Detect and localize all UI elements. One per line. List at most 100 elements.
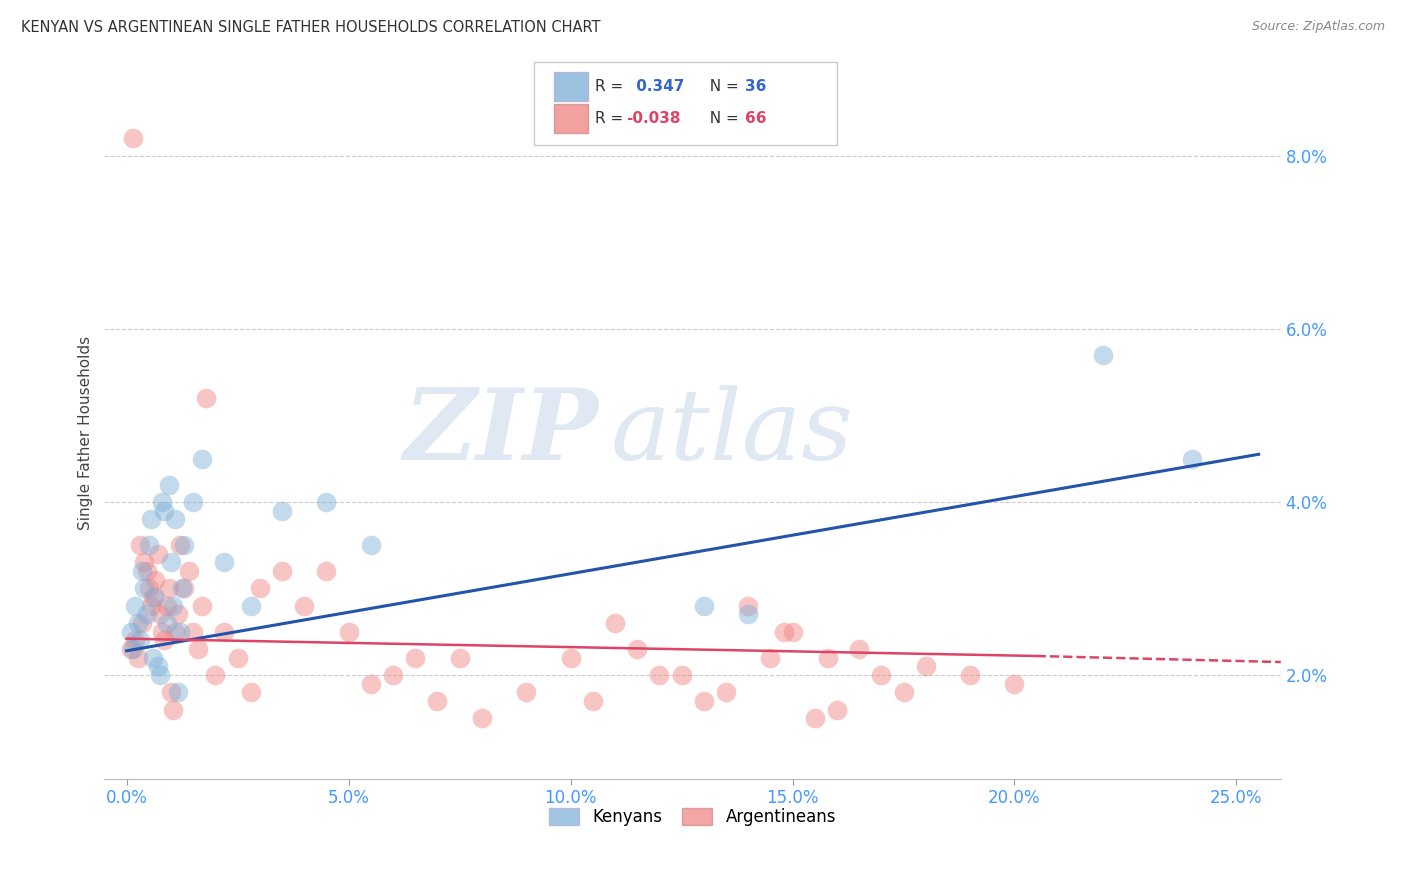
Point: [169, 624, 191, 639]
Point: [131, 564, 153, 578]
Point: [292, 599, 315, 613]
Point: [134, 556, 156, 570]
Point: [626, 642, 648, 657]
Point: [360, 676, 382, 690]
Point: [693, 694, 716, 708]
Point: [825, 703, 848, 717]
Point: [648, 668, 671, 682]
Point: [127, 650, 149, 665]
Point: [271, 503, 294, 517]
Point: [157, 582, 180, 596]
Point: [138, 538, 160, 552]
Text: 66: 66: [745, 112, 766, 126]
Point: [129, 538, 152, 552]
Point: [426, 694, 449, 708]
Text: N =: N =: [700, 112, 744, 126]
Point: [134, 582, 156, 596]
Point: [149, 668, 172, 682]
Text: 36: 36: [745, 79, 766, 94]
Point: [155, 599, 177, 613]
Point: [150, 624, 173, 639]
Point: [582, 694, 605, 708]
Point: [162, 599, 184, 613]
Point: [204, 668, 226, 682]
Point: [239, 685, 262, 699]
Text: atlas: atlas: [610, 385, 853, 480]
Point: [157, 477, 180, 491]
Text: Source: ZipAtlas.com: Source: ZipAtlas.com: [1251, 20, 1385, 33]
Text: R =: R =: [595, 79, 628, 94]
Point: [772, 624, 794, 639]
Point: [122, 131, 145, 145]
Point: [449, 650, 471, 665]
Point: [191, 451, 214, 466]
Point: [122, 642, 145, 657]
Point: [149, 607, 172, 622]
Point: [870, 668, 893, 682]
Point: [165, 512, 187, 526]
Point: [120, 624, 142, 639]
Point: [153, 503, 176, 517]
Point: [1004, 676, 1026, 690]
Point: [759, 650, 782, 665]
Point: [131, 616, 153, 631]
Point: [271, 564, 294, 578]
Text: 0.347: 0.347: [631, 79, 685, 94]
Point: [145, 573, 167, 587]
Point: [315, 564, 337, 578]
Point: [191, 599, 214, 613]
Point: [166, 607, 188, 622]
Point: [173, 582, 195, 596]
Point: [212, 624, 235, 639]
Legend: Kenyans, Argentineans: Kenyans, Argentineans: [543, 801, 842, 833]
Point: [893, 685, 915, 699]
Y-axis label: Single Father Households: Single Father Households: [79, 335, 93, 530]
Point: [146, 659, 169, 673]
Point: [803, 711, 825, 725]
Point: [404, 650, 426, 665]
Point: [603, 616, 626, 631]
Point: [124, 633, 146, 648]
Point: [142, 650, 165, 665]
Point: [337, 624, 360, 639]
Point: [165, 624, 187, 639]
Point: [515, 685, 537, 699]
Point: [170, 582, 193, 596]
Point: [145, 590, 167, 604]
Point: [142, 590, 165, 604]
Point: [120, 642, 142, 657]
Point: [693, 599, 716, 613]
Point: [1092, 348, 1115, 362]
Point: [146, 547, 169, 561]
Point: [848, 642, 870, 657]
Point: [129, 633, 152, 648]
Point: [127, 616, 149, 631]
Text: R =: R =: [595, 112, 628, 126]
Point: [782, 624, 804, 639]
Text: -0.038: -0.038: [626, 112, 681, 126]
Point: [714, 685, 737, 699]
Point: [959, 668, 981, 682]
Point: [560, 650, 582, 665]
Point: [150, 495, 173, 509]
Text: ZIP: ZIP: [404, 384, 599, 481]
Point: [124, 599, 146, 613]
Point: [737, 607, 759, 622]
Point: [471, 711, 494, 725]
Point: [817, 650, 839, 665]
Point: [155, 616, 177, 631]
Point: [173, 538, 195, 552]
Point: [671, 668, 693, 682]
Point: [226, 650, 249, 665]
Point: [162, 703, 184, 717]
Point: [181, 624, 204, 639]
Point: [177, 564, 200, 578]
Text: N =: N =: [700, 79, 744, 94]
Text: KENYAN VS ARGENTINEAN SINGLE FATHER HOUSEHOLDS CORRELATION CHART: KENYAN VS ARGENTINEAN SINGLE FATHER HOUS…: [21, 20, 600, 35]
Point: [160, 556, 183, 570]
Point: [737, 599, 759, 613]
Point: [181, 495, 204, 509]
Point: [135, 607, 157, 622]
Point: [139, 512, 162, 526]
Point: [153, 633, 176, 648]
